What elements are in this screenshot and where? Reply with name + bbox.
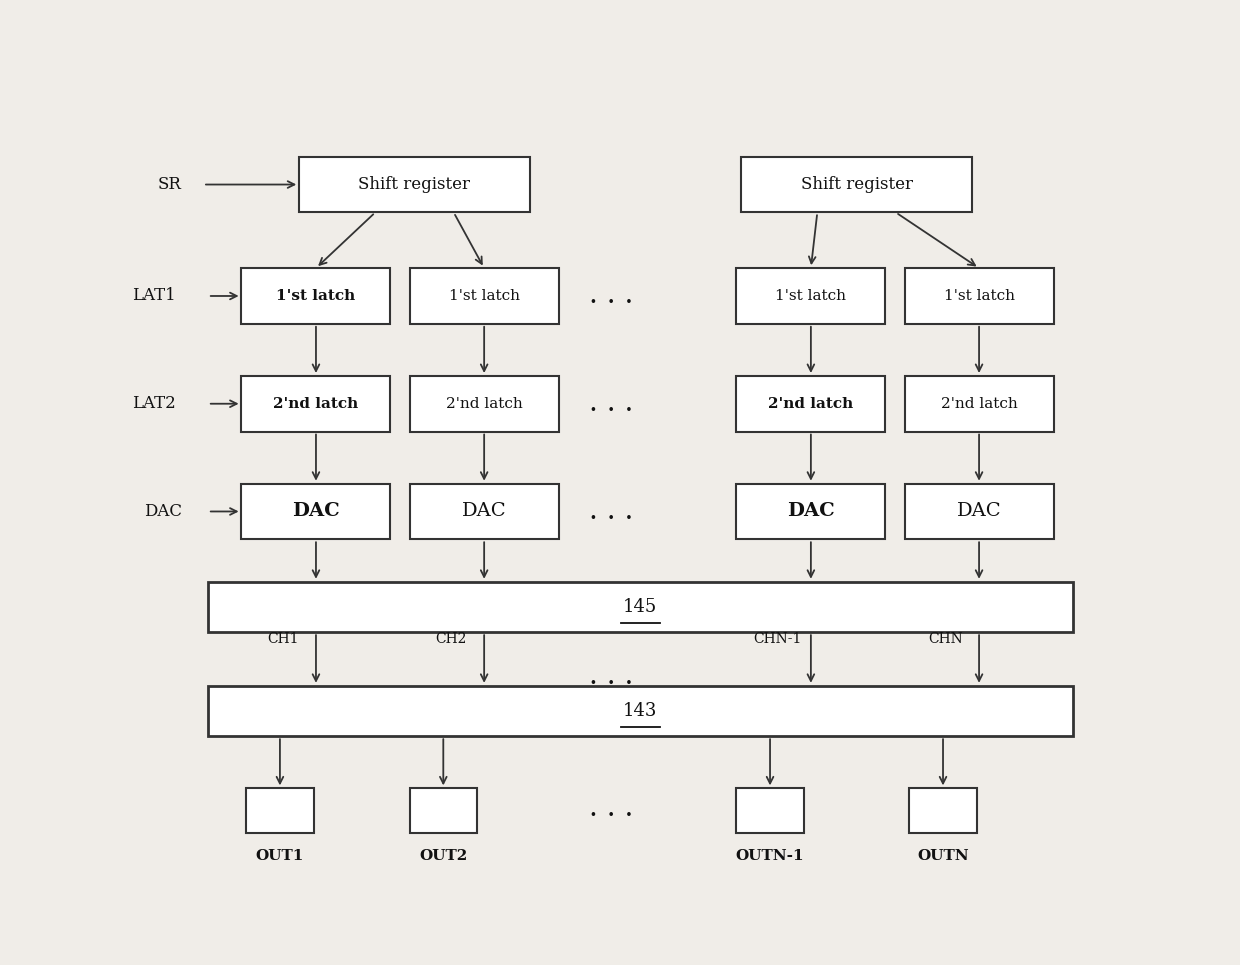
- Text: SR: SR: [157, 176, 182, 193]
- FancyBboxPatch shape: [737, 376, 885, 431]
- Text: DAC: DAC: [144, 503, 182, 519]
- Text: LAT2: LAT2: [133, 395, 176, 412]
- Text: . . .: . . .: [589, 663, 634, 690]
- FancyBboxPatch shape: [208, 686, 1073, 736]
- Text: OUT1: OUT1: [255, 849, 304, 863]
- Text: DAC: DAC: [293, 503, 340, 520]
- FancyBboxPatch shape: [742, 156, 972, 212]
- Text: OUTN: OUTN: [918, 849, 968, 863]
- Text: CHN: CHN: [929, 632, 963, 646]
- Text: OUT2: OUT2: [419, 849, 467, 863]
- Text: 2'nd latch: 2'nd latch: [941, 397, 1018, 411]
- FancyBboxPatch shape: [909, 788, 977, 833]
- Text: 2'nd latch: 2'nd latch: [273, 397, 358, 411]
- FancyBboxPatch shape: [242, 376, 391, 431]
- FancyBboxPatch shape: [409, 268, 559, 324]
- Text: LAT1: LAT1: [133, 288, 176, 304]
- Text: 1'st latch: 1'st latch: [775, 289, 847, 303]
- FancyBboxPatch shape: [409, 376, 559, 431]
- Text: DAC: DAC: [461, 503, 506, 520]
- Text: 1'st latch: 1'st latch: [944, 289, 1014, 303]
- Text: DAC: DAC: [787, 503, 835, 520]
- FancyBboxPatch shape: [737, 268, 885, 324]
- Text: 2'nd latch: 2'nd latch: [769, 397, 853, 411]
- Text: CH1: CH1: [267, 632, 299, 646]
- FancyBboxPatch shape: [905, 483, 1054, 539]
- FancyBboxPatch shape: [737, 788, 804, 833]
- Text: 2'nd latch: 2'nd latch: [445, 397, 522, 411]
- Text: 143: 143: [624, 702, 657, 720]
- Text: 145: 145: [624, 598, 657, 616]
- Text: . . .: . . .: [589, 498, 634, 525]
- Text: . . .: . . .: [589, 282, 634, 309]
- Text: . . .: . . .: [589, 390, 634, 417]
- FancyBboxPatch shape: [242, 483, 391, 539]
- Text: . . .: . . .: [589, 795, 634, 822]
- Text: 1'st latch: 1'st latch: [277, 289, 356, 303]
- Text: DAC: DAC: [957, 503, 1002, 520]
- Text: Shift register: Shift register: [801, 176, 913, 193]
- Text: CH2: CH2: [435, 632, 466, 646]
- Text: Shift register: Shift register: [358, 176, 470, 193]
- FancyBboxPatch shape: [409, 788, 477, 833]
- Text: 1'st latch: 1'st latch: [449, 289, 520, 303]
- FancyBboxPatch shape: [905, 376, 1054, 431]
- FancyBboxPatch shape: [737, 483, 885, 539]
- FancyBboxPatch shape: [409, 483, 559, 539]
- FancyBboxPatch shape: [905, 268, 1054, 324]
- FancyBboxPatch shape: [247, 788, 314, 833]
- FancyBboxPatch shape: [299, 156, 529, 212]
- FancyBboxPatch shape: [208, 582, 1073, 632]
- Text: CHN-1: CHN-1: [754, 632, 802, 646]
- Text: OUTN-1: OUTN-1: [735, 849, 805, 863]
- FancyBboxPatch shape: [242, 268, 391, 324]
